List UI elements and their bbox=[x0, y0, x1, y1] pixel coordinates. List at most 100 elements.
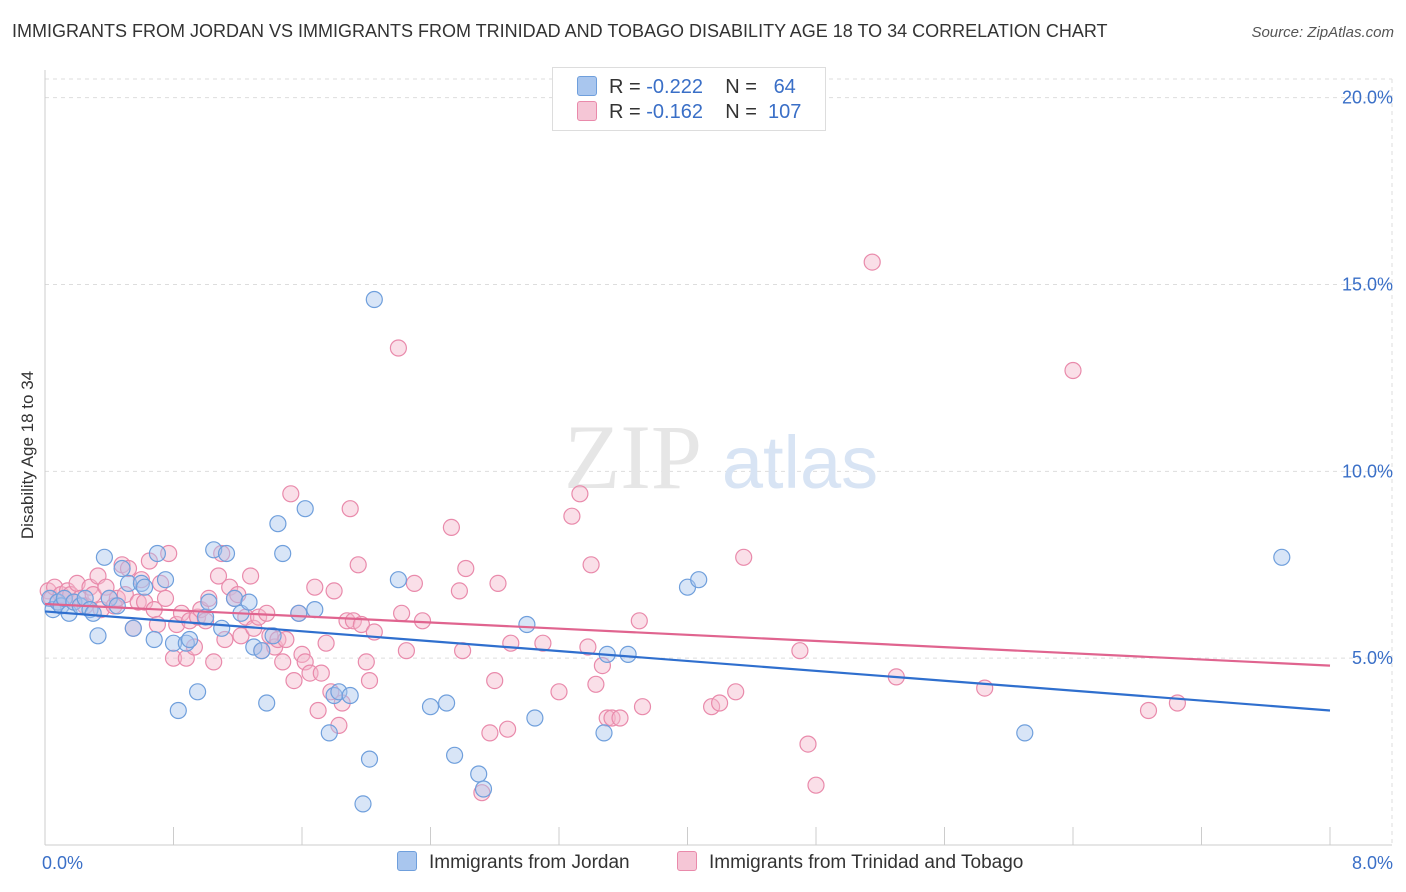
trinidad-point bbox=[611, 709, 629, 727]
jordan-point bbox=[148, 544, 166, 563]
bottom-legend-jordan: Immigrants from Jordan bbox=[397, 851, 630, 877]
jordan-point bbox=[119, 574, 138, 593]
jordan-point bbox=[421, 698, 440, 716]
trinidad-point bbox=[352, 615, 370, 634]
trinidad-point bbox=[405, 574, 423, 593]
jordan-point bbox=[389, 571, 407, 589]
trinidad-n-label: N = bbox=[725, 101, 757, 123]
jordan-point bbox=[354, 795, 372, 813]
jordan-point bbox=[181, 630, 199, 649]
jordan-point bbox=[189, 683, 207, 701]
trinidad-point bbox=[341, 500, 359, 518]
jordan-point bbox=[274, 544, 292, 563]
trinidad-point bbox=[799, 735, 817, 753]
jordan-point bbox=[518, 615, 536, 634]
trinidad-point bbox=[312, 664, 330, 682]
jordan-point bbox=[95, 548, 114, 566]
gridlines bbox=[45, 78, 1393, 845]
jordan-point bbox=[217, 544, 236, 563]
trinidad-point bbox=[702, 698, 721, 716]
trinidad-point bbox=[863, 253, 881, 271]
trinidad-r-label: R = bbox=[609, 101, 641, 123]
trinidad-trend-line bbox=[44, 602, 1331, 667]
trinidad-point bbox=[791, 642, 809, 660]
jordan-point bbox=[296, 500, 314, 518]
jordan-point bbox=[264, 627, 282, 645]
jordan-point bbox=[164, 634, 183, 652]
jordan-point bbox=[446, 746, 464, 764]
trinidad-point bbox=[534, 634, 552, 652]
jordan-point bbox=[145, 630, 163, 649]
trinidad-point bbox=[274, 653, 292, 671]
trinidad-point bbox=[571, 485, 589, 503]
jordan-swatch bbox=[577, 76, 597, 96]
trinidad-point bbox=[550, 683, 568, 701]
jordan-point bbox=[245, 638, 263, 656]
jordan-point bbox=[330, 683, 348, 701]
jordan-point bbox=[89, 627, 107, 645]
trinidad-point bbox=[630, 612, 648, 630]
data-points bbox=[39, 253, 1291, 813]
jordan-point bbox=[108, 597, 126, 615]
jordan-point bbox=[360, 750, 379, 768]
trinidad-point bbox=[349, 556, 367, 574]
watermark-atlas: atlas bbox=[722, 421, 878, 504]
trinidad-point bbox=[232, 627, 250, 645]
trinidad-point bbox=[393, 604, 411, 622]
trinidad-point bbox=[389, 339, 407, 357]
jordan-point bbox=[619, 645, 637, 664]
trinidad-point bbox=[209, 567, 228, 585]
trinidad-point bbox=[213, 544, 231, 563]
trinidad-point bbox=[633, 698, 652, 716]
jordan-legend-label: Immigrants from Jordan bbox=[429, 852, 630, 873]
jordan-n-value: 64 bbox=[773, 76, 796, 98]
trinidad-point bbox=[582, 556, 600, 574]
trinidad-point bbox=[306, 578, 324, 596]
jordan-point bbox=[200, 593, 218, 611]
trinidad-point bbox=[325, 582, 343, 600]
trinidad-legend-label: Immigrants from Trinidad and Tobago bbox=[709, 852, 1024, 873]
jordan-point bbox=[213, 619, 231, 637]
tick-labels: 5.0% 10.0% 15.0% 20.0% 0.0% 8.0% bbox=[42, 88, 1393, 873]
jordan-point bbox=[438, 694, 456, 712]
trinidad-point bbox=[216, 630, 234, 649]
correlation-legend: R = -0.222 N = 64 R = -0.162 N = 107 bbox=[552, 67, 826, 131]
jordan-point bbox=[320, 724, 338, 742]
jordan-point bbox=[205, 541, 223, 559]
watermark: ZIP atlas bbox=[564, 406, 878, 508]
trinidad-point bbox=[1064, 361, 1082, 380]
trinidad-point bbox=[285, 671, 303, 690]
trinidad-point bbox=[587, 675, 605, 693]
trinidad-point bbox=[129, 593, 147, 611]
x-tick-label-max: 8.0% bbox=[1352, 853, 1393, 873]
jordan-point bbox=[474, 780, 493, 798]
axes bbox=[44, 70, 1392, 846]
jordan-point bbox=[253, 642, 271, 660]
trinidad-legend-swatch bbox=[677, 851, 697, 871]
trinidad-swatch bbox=[577, 101, 597, 121]
trinidad-point bbox=[309, 701, 327, 720]
jordan-point bbox=[156, 571, 175, 589]
trinidad-point bbox=[489, 574, 507, 593]
trinidad-point bbox=[579, 638, 597, 656]
legend-row-jordan: R = -0.222 N = 64 bbox=[577, 76, 796, 100]
trinidad-point bbox=[344, 612, 362, 630]
y-tick-label: 10.0% bbox=[1342, 461, 1393, 481]
trinidad-point bbox=[200, 589, 218, 608]
chart-title: IMMIGRANTS FROM JORDAN VS IMMIGRANTS FRO… bbox=[12, 21, 1108, 41]
jordan-point bbox=[595, 724, 613, 742]
trinidad-point bbox=[1139, 701, 1158, 720]
jordan-point bbox=[1273, 548, 1291, 566]
trinidad-point bbox=[119, 559, 138, 578]
jordan-point bbox=[341, 686, 359, 705]
jordan-point bbox=[306, 600, 324, 619]
trinidad-point bbox=[282, 485, 300, 503]
y-tick-label: 20.0% bbox=[1342, 88, 1393, 108]
trinidad-point bbox=[499, 720, 517, 738]
trinidad-point bbox=[296, 653, 314, 671]
jordan-point bbox=[84, 604, 102, 622]
jordan-point bbox=[258, 694, 276, 712]
trinidad-point bbox=[710, 694, 729, 712]
jordan-point bbox=[113, 559, 131, 578]
